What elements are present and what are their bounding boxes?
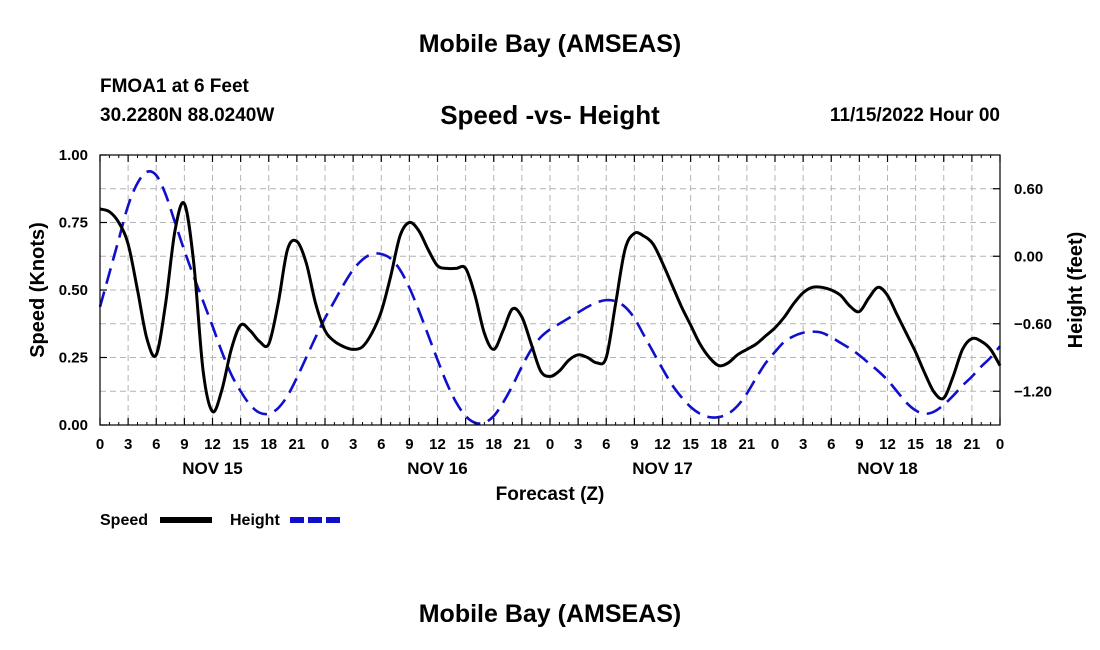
x-axis-label: Forecast (Z) xyxy=(496,484,605,505)
y-tick-label: 1.00 xyxy=(59,147,88,164)
x-tick-label: 6 xyxy=(377,436,385,453)
x-tick-label: 9 xyxy=(855,436,863,453)
day-label: NOV 18 xyxy=(857,459,917,478)
station-coordinates: 30.2280N 88.0240W xyxy=(100,105,275,126)
x-tick-label: 21 xyxy=(289,436,306,453)
x-tick-label: 12 xyxy=(429,436,446,453)
x-tick-label: 9 xyxy=(630,436,638,453)
y-tick-label: 0.25 xyxy=(59,350,88,367)
x-tick-label: 12 xyxy=(654,436,671,453)
x-tick-label: 21 xyxy=(964,436,981,453)
x-tick-label: 15 xyxy=(682,436,699,453)
grid-layer xyxy=(100,155,1000,425)
x-tick-label: 3 xyxy=(799,436,807,453)
bottom-chart-title: Mobile Bay (AMSEAS) xyxy=(418,600,682,628)
day-label: NOV 16 xyxy=(407,459,467,478)
x-tick-label: 15 xyxy=(907,436,924,453)
x-tick-label: 3 xyxy=(349,436,357,453)
station-label: FMOA1 at 6 Feet xyxy=(100,76,249,97)
day-label: NOV 17 xyxy=(632,459,692,478)
y-tick-label: 0.50 xyxy=(59,282,88,299)
height-series-line xyxy=(98,170,1002,425)
x-tick-label: 18 xyxy=(485,436,502,453)
x-tick-label: 0 xyxy=(96,436,104,453)
y2-tick-label: 0.00 xyxy=(1014,248,1043,265)
y2-tick-label: −1.20 xyxy=(1014,383,1052,400)
axis-layer: 0 3 6 9 12 15 18 21 0 3 6 9 12 15 18 21 0 3 6 9 12 15 18 21 0 3 6 9… xyxy=(59,147,1052,478)
x-tick-label: 6 xyxy=(827,436,835,453)
x-tick-label: 0 xyxy=(321,436,329,453)
speed-height-chart: 0 3 6 9 12 15 18 21 0 3 6 9 12 15 18 21 0 3 6 9 12 15 18 21 0 3 6 9… xyxy=(27,147,1087,529)
chart-main-title: Mobile Bay (AMSEAS) xyxy=(418,30,682,58)
x-tick-label: 3 xyxy=(574,436,582,453)
y-axis-label: Speed (Knots) xyxy=(27,222,49,358)
x-tick-label: 0 xyxy=(996,436,1004,453)
legend: Speed Height xyxy=(100,512,342,529)
y2-axis-label: Height (feet) xyxy=(1065,232,1087,349)
y-tick-label: 0.75 xyxy=(59,215,88,232)
series-layer xyxy=(98,170,1002,425)
x-tick-label: 18 xyxy=(935,436,952,453)
x-tick-label: 0 xyxy=(546,436,554,453)
x-tick-label: 12 xyxy=(204,436,221,453)
legend-height-label: Height xyxy=(230,512,280,529)
y2-tick-label: −0.60 xyxy=(1014,316,1052,333)
forecast-datetime: 11/15/2022 Hour 00 xyxy=(829,105,1000,126)
x-tick-label: 15 xyxy=(457,436,474,453)
legend-speed-label: Speed xyxy=(100,512,148,529)
x-tick-label: 15 xyxy=(232,436,249,453)
y-tick-label: 0.00 xyxy=(59,417,88,434)
x-tick-label: 12 xyxy=(879,436,896,453)
x-tick-label: 9 xyxy=(180,436,188,453)
x-tick-label: 9 xyxy=(405,436,413,453)
y2-tick-label: 0.60 xyxy=(1014,181,1043,198)
x-tick-label: 18 xyxy=(710,436,727,453)
day-label: NOV 15 xyxy=(182,459,242,478)
x-tick-label: 6 xyxy=(602,436,610,453)
x-tick-label: 21 xyxy=(514,436,531,453)
x-tick-label: 3 xyxy=(124,436,132,453)
x-tick-label: 6 xyxy=(152,436,160,453)
x-tick-label: 18 xyxy=(260,436,277,453)
x-tick-label: 21 xyxy=(739,436,756,453)
chart-subtitle: Speed -vs- Height xyxy=(440,100,660,130)
x-tick-label: 0 xyxy=(771,436,779,453)
speed-series-line xyxy=(99,201,1002,414)
